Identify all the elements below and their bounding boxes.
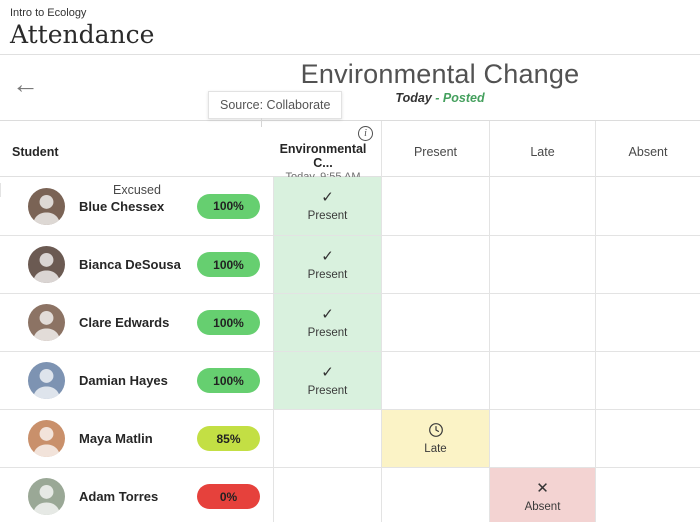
attendance-score-badge: 85% <box>197 426 260 451</box>
status-cell-excused[interactable] <box>595 294 700 351</box>
status-cell-late[interactable]: Late <box>381 410 489 467</box>
meeting-column-title: Environmental C... <box>279 142 367 170</box>
status-label: Present <box>307 268 348 281</box>
attendance-score-badge: 100% <box>197 193 260 219</box>
table-row: Blue Chessex 100% ✓ Present <box>0 177 700 235</box>
student-name: Adam Torres <box>79 489 159 504</box>
check-icon: ✓ <box>321 189 334 206</box>
status-marker-present[interactable]: ✓ Present <box>274 352 381 409</box>
student-name: Damian Hayes <box>79 373 168 388</box>
column-header-meeting: i Environmental C... Today, 9:55 AM <box>273 121 381 183</box>
meeting-title: Environmental Change <box>300 59 580 89</box>
status-cell-absent[interactable] <box>489 294 595 351</box>
avatar <box>28 246 65 283</box>
student-cell: Maya Matlin 85% <box>0 410 273 467</box>
status-cell-late[interactable] <box>381 352 489 409</box>
status-marker-present[interactable]: ✓ Present <box>274 236 381 293</box>
status-cell-late[interactable] <box>381 468 489 522</box>
attendance-score-badge: 0% <box>197 484 260 509</box>
status-marker-present[interactable]: ✓ Present <box>274 294 381 351</box>
attendance-score-badge: 100% <box>197 368 260 393</box>
avatar <box>28 187 65 225</box>
table-row: Adam Torres 0% ✕ Absent <box>0 467 700 522</box>
status-cell-late[interactable] <box>381 236 489 293</box>
status-cell-present[interactable]: ✓ Present <box>273 352 381 409</box>
column-header-present: Present <box>381 121 489 183</box>
avatar <box>28 478 65 515</box>
column-header-absent: Absent <box>595 121 700 183</box>
student-name: Blue Chessex <box>79 198 165 214</box>
x-icon: ✕ <box>536 479 549 497</box>
status-cell-late[interactable] <box>381 294 489 351</box>
avatar <box>28 362 65 399</box>
status-cell-late[interactable] <box>381 177 489 235</box>
student-name: Maya Matlin <box>79 431 153 446</box>
back-button[interactable]: ← <box>12 71 39 98</box>
status-cell-absent[interactable] <box>489 177 595 235</box>
table-row: Damian Hayes 100% ✓ Present <box>0 351 700 409</box>
status-marker-absent[interactable]: ✕ Absent <box>490 468 595 522</box>
top-header: Intro to Ecology Attendance <box>0 0 700 55</box>
status-label: Present <box>307 326 348 339</box>
student-name: Bianca DeSousa <box>79 257 181 272</box>
breadcrumb-course[interactable]: Intro to Ecology <box>10 7 87 19</box>
status-cell-present[interactable] <box>273 410 381 467</box>
status-marker-present[interactable]: ✓ Present <box>274 177 381 235</box>
status-cell-absent[interactable] <box>489 352 595 409</box>
student-name: Clare Edwards <box>79 315 170 330</box>
back-arrow-icon: ← <box>12 69 39 99</box>
status-label: Present <box>307 210 348 222</box>
status-cell-absent[interactable] <box>489 236 595 293</box>
status-cell-absent[interactable] <box>489 410 595 467</box>
status-cell-present[interactable]: ✓ Present <box>273 236 381 293</box>
status-cell-excused[interactable] <box>595 352 700 409</box>
student-cell: Damian Hayes 100% <box>0 352 273 409</box>
check-icon: ✓ <box>321 305 334 323</box>
student-cell: Clare Edwards 100% <box>0 294 273 351</box>
avatar <box>28 420 65 457</box>
column-header-late: Late <box>489 121 595 183</box>
page-title: Attendance <box>10 20 155 49</box>
student-cell: Bianca DeSousa 100% <box>0 236 273 293</box>
meeting-status-line: Today - Posted <box>180 91 700 105</box>
meeting-date: Today <box>395 91 432 105</box>
status-cell-excused[interactable] <box>595 177 700 235</box>
info-icon[interactable]: i <box>358 126 373 141</box>
table-row: Bianca DeSousa 100% ✓ Present <box>0 235 700 293</box>
avatar <box>28 304 65 341</box>
student-cell: Adam Torres 0% <box>0 468 273 522</box>
status-cell-present[interactable]: ✓ Present <box>273 177 381 235</box>
source-tooltip: Source: Collaborate <box>208 91 343 127</box>
table-row: Maya Matlin 85% Late <box>0 409 700 467</box>
status-cell-excused[interactable] <box>595 236 700 293</box>
attendance-score-badge: 100% <box>197 310 260 335</box>
table-row: Clare Edwards 100% ✓ Present <box>0 293 700 351</box>
meeting-title-block: Environmental Change Today - Posted <box>180 59 700 105</box>
check-icon: ✓ <box>321 247 334 265</box>
status-cell-absent[interactable]: ✕ Absent <box>489 468 595 522</box>
column-header-student: Student <box>12 145 59 159</box>
meeting-header: ← Environmental Change Today - Posted So… <box>0 55 700 127</box>
status-marker-late[interactable]: Late <box>382 410 489 467</box>
meeting-posted-status: - Posted <box>435 91 485 105</box>
table-header: Student i Environmental C... Today, 9:55… <box>0 121 700 197</box>
check-icon: ✓ <box>321 363 334 381</box>
status-cell-excused[interactable] <box>595 410 700 467</box>
student-cell: Blue Chessex 100% <box>0 177 273 235</box>
status-cell-excused[interactable] <box>595 468 700 522</box>
status-cell-present[interactable]: ✓ Present <box>273 294 381 351</box>
status-label: Present <box>307 384 348 397</box>
status-label: Absent <box>524 500 561 513</box>
status-cell-present[interactable] <box>273 468 381 522</box>
column-header-excused: Excused <box>0 183 273 197</box>
table-body: Blue Chessex 100% ✓ Present Bianca DeSous… <box>0 177 700 522</box>
attendance-score-badge: 100% <box>197 252 260 277</box>
status-label: Late <box>424 443 447 455</box>
